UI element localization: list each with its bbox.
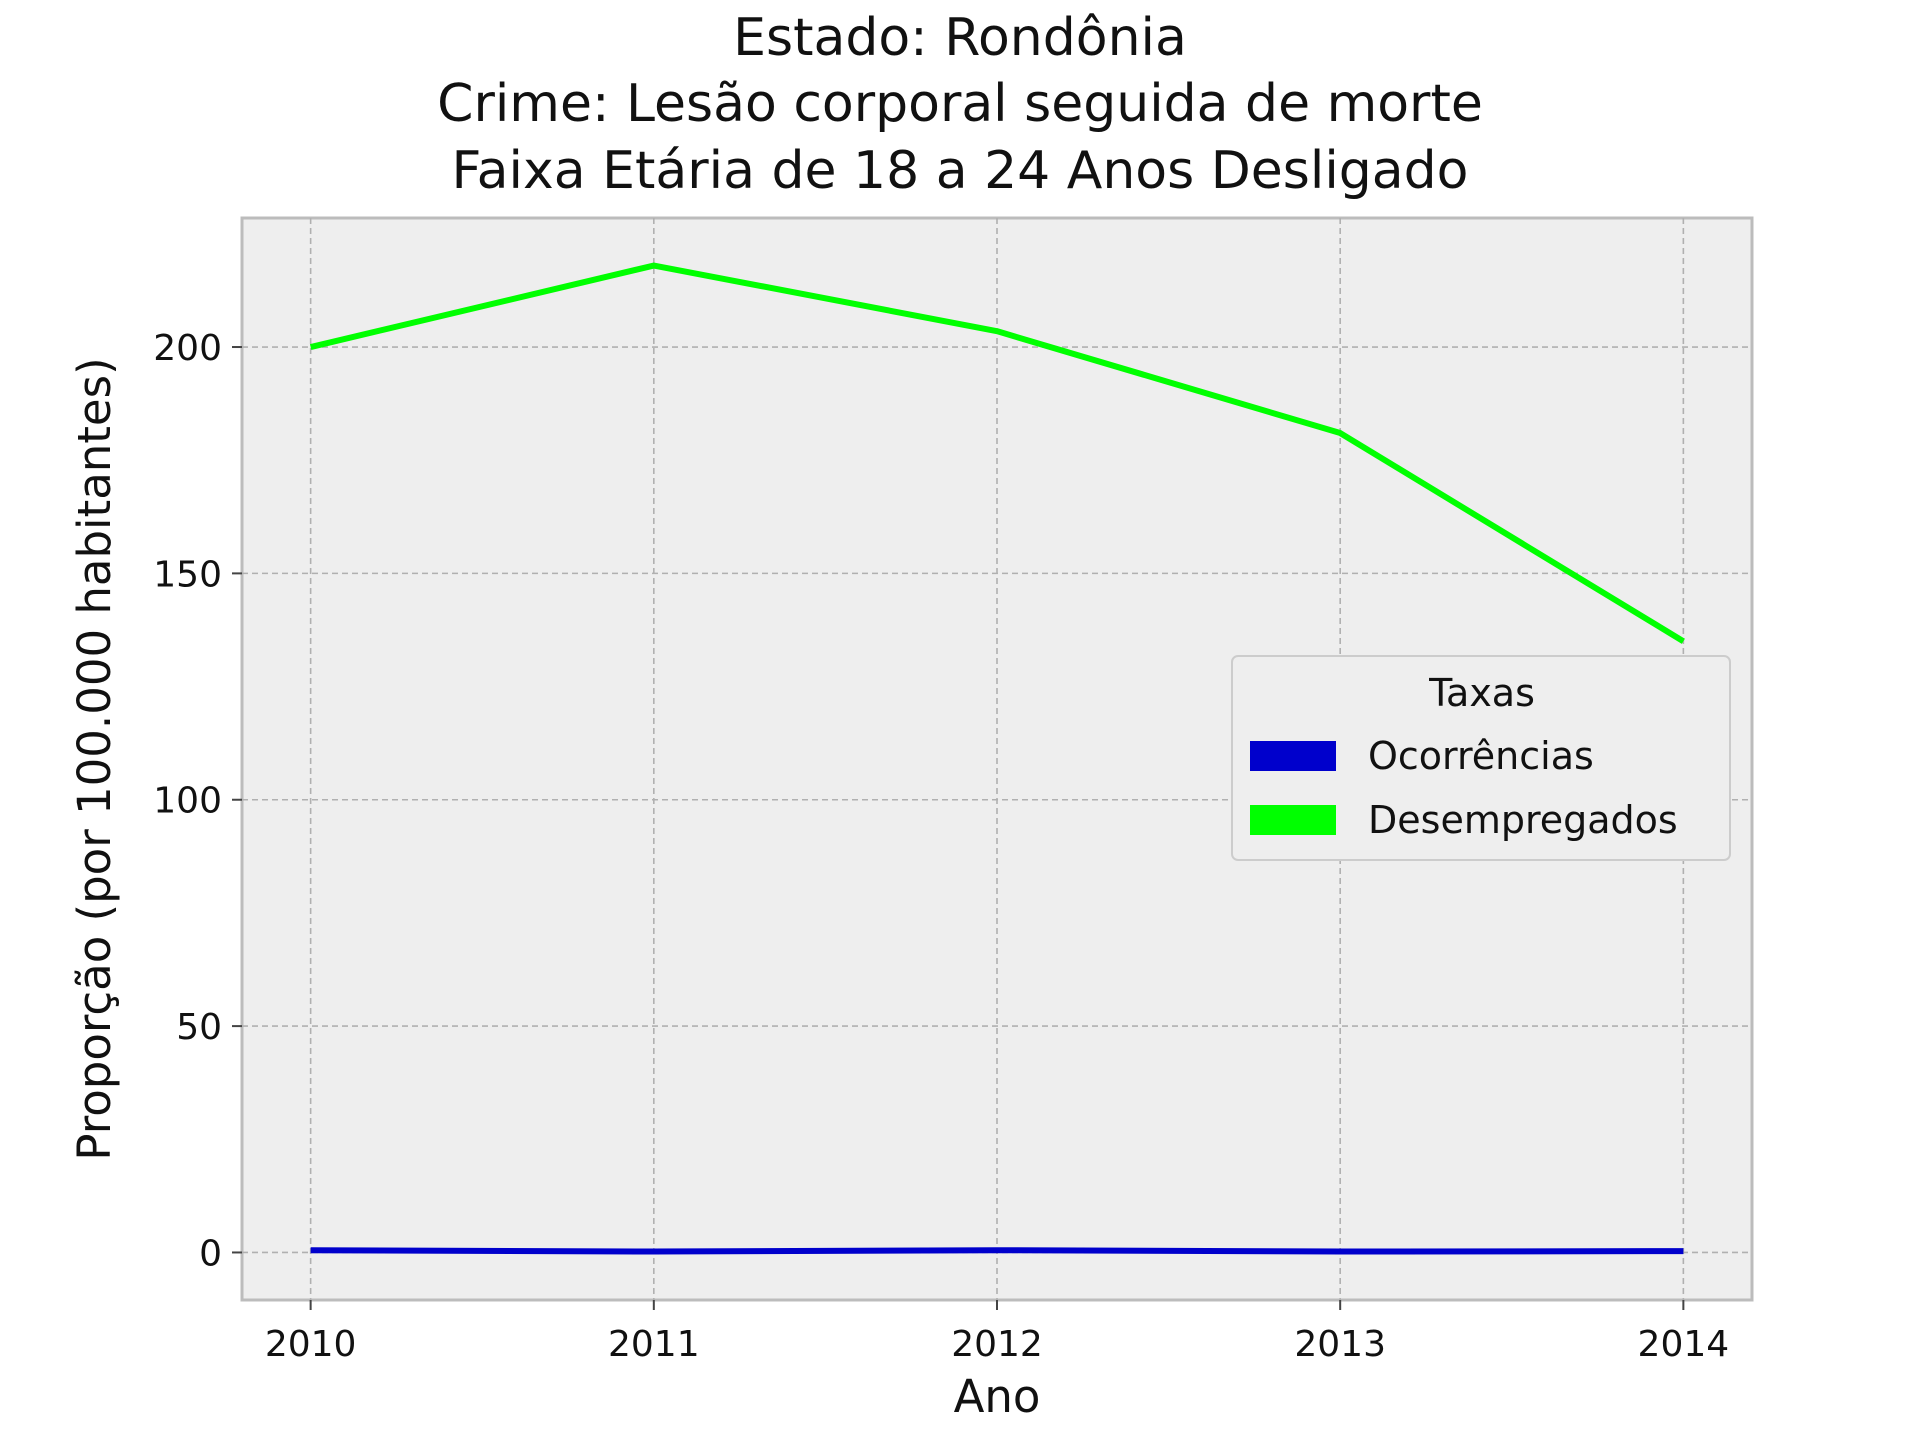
- x-tick-label: 2010: [265, 1324, 357, 1365]
- y-axis-label: Proporção (por 100.000 habitantes): [68, 357, 121, 1160]
- series-lines: [309, 262, 1685, 1255]
- series-line-ocorrencias: [310, 1247, 1684, 1255]
- y-axis-ticks: 0 50 100 150 200: [153, 328, 242, 1274]
- chart-title-line-2: Crime: Lesão corporal seguida de morte: [437, 74, 1483, 134]
- x-tick-label: 2014: [1638, 1324, 1730, 1365]
- legend-title: Taxas: [1428, 671, 1535, 715]
- x-tick-label: 2013: [1294, 1324, 1386, 1365]
- x-axis-label: Ano: [954, 1370, 1041, 1423]
- legend-label: Desempregados: [1368, 798, 1678, 842]
- y-tick-label: 0: [199, 1233, 222, 1274]
- legend-swatch: [1250, 741, 1336, 771]
- legend-swatch: [1250, 805, 1336, 835]
- legend-label: Ocorrências: [1368, 734, 1594, 778]
- chart-title-line-3: Faixa Etária de 18 a 24 Anos Desligado: [451, 141, 1469, 201]
- x-tick-label: 2011: [608, 1324, 700, 1365]
- series-line-desempregados: [309, 262, 1685, 644]
- y-tick-label: 100: [153, 781, 222, 822]
- x-tick-label: 2012: [951, 1324, 1043, 1365]
- y-tick-label: 200: [153, 328, 222, 369]
- y-tick-label: 50: [176, 1007, 222, 1048]
- legend-items: Ocorrências Desempregados: [1250, 734, 1678, 842]
- x-axis-ticks: 2010 2011 2012 2013 2014: [265, 1300, 1729, 1365]
- grid-lines: [242, 218, 1752, 1300]
- legend-box: [1231, 655, 1731, 861]
- legend: Taxas Ocorrências Desempregados: [1231, 655, 1731, 861]
- chart-title-line-1: Estado: Rondônia: [733, 8, 1187, 68]
- y-tick-label: 150: [153, 554, 222, 595]
